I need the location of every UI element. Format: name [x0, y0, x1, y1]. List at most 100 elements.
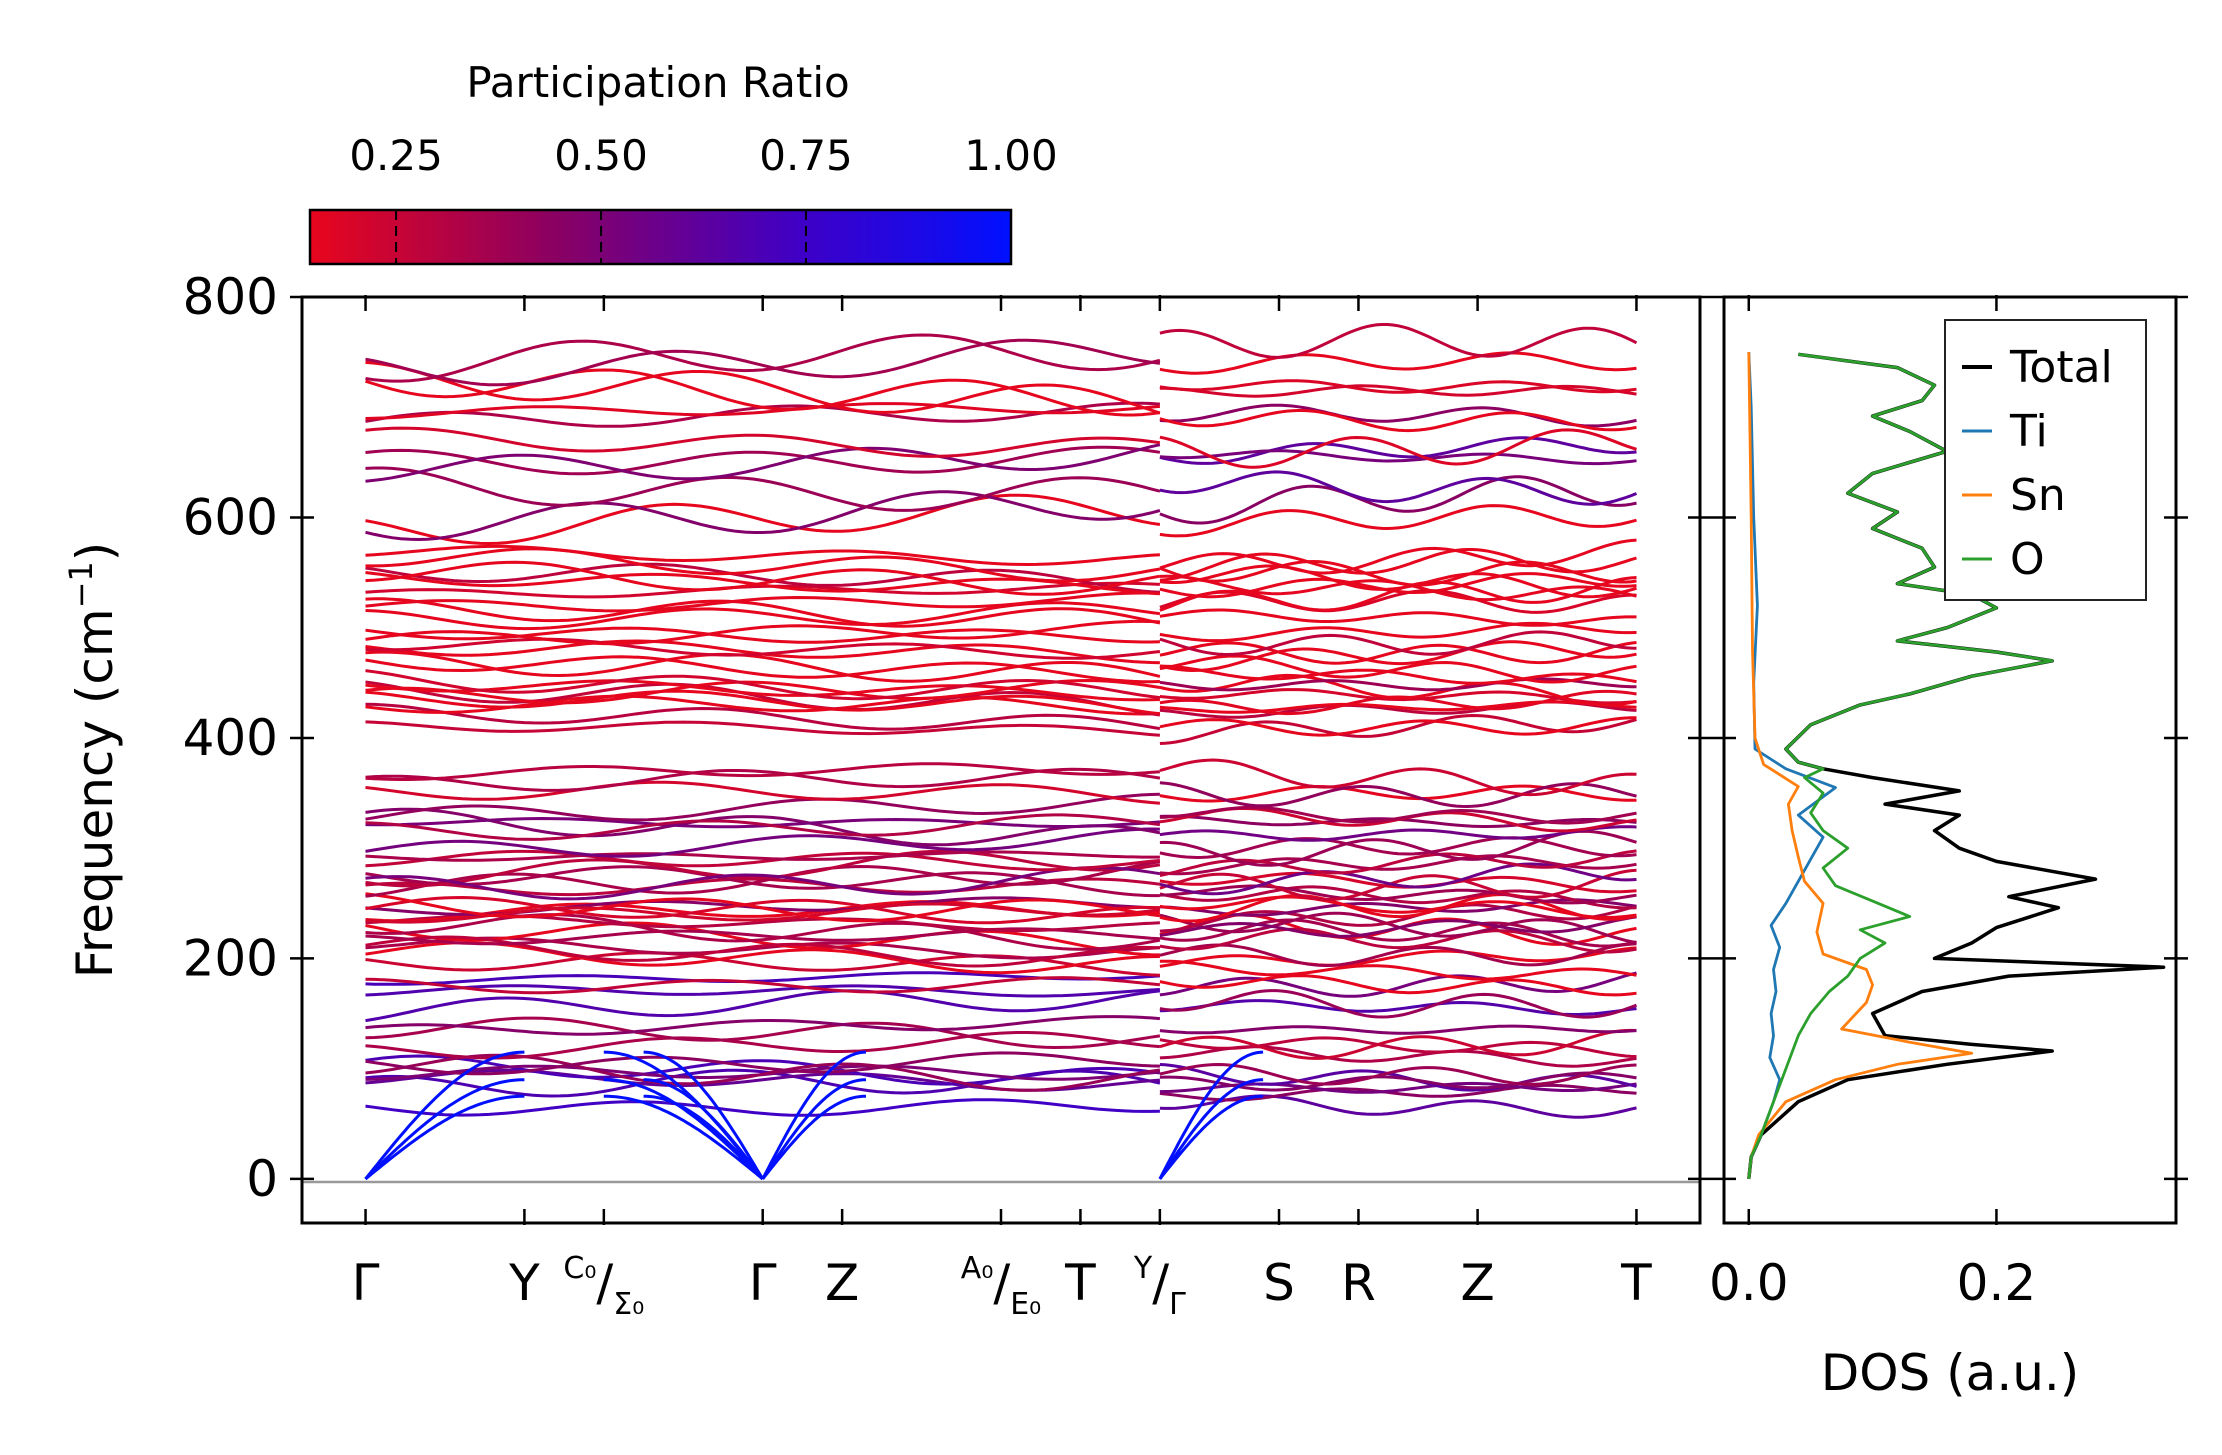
- phonon-band: [365, 689, 1161, 716]
- phonon-band: [1159, 871, 1637, 894]
- phonon-band: [365, 597, 1161, 628]
- phonon-band: [1159, 504, 1637, 538]
- phonon-band: [365, 402, 1161, 420]
- colorbar-gradient: [308, 208, 1013, 266]
- phonon-band: [365, 921, 1160, 957]
- phonon-band: [365, 1015, 1161, 1036]
- colorbar-tick-label: 1.00: [964, 131, 1058, 180]
- phonon-band: [1159, 428, 1637, 469]
- colorbar: Participation Ratio 0.25 0.50 0.75 1.00: [308, 58, 1058, 266]
- phonon-band: [1159, 449, 1637, 466]
- legend-label: Sn: [2010, 470, 2066, 521]
- y-tick-label: 0: [246, 1150, 278, 1208]
- phonon-band: [1159, 564, 1637, 599]
- high-symmetry-label: Γ: [749, 1254, 777, 1312]
- y-tick-label: 200: [183, 929, 278, 987]
- dos-line-o: [1747, 352, 2054, 1180]
- phonon-band: [1159, 868, 1637, 902]
- phonon-band: [1159, 974, 1637, 997]
- phonon-band: [365, 679, 1160, 702]
- phonon-band: [1159, 677, 1637, 692]
- phonon-band: [1159, 379, 1637, 394]
- phonon-band: [365, 655, 1160, 684]
- acoustic-branch: [1158, 1078, 1264, 1180]
- band-axes-frame: [300, 295, 1702, 1225]
- phonon-band: [365, 360, 1161, 415]
- phonon-band: [1159, 1094, 1637, 1119]
- phonon-band: [1159, 640, 1637, 673]
- phonon-band: [1159, 409, 1637, 433]
- phonon-band: [365, 702, 1161, 731]
- phonon-band: [1159, 323, 1638, 359]
- high-symmetry-label: A₀/E₀: [961, 1251, 1041, 1322]
- phonon-band: [1159, 641, 1637, 665]
- phonon-band: [365, 560, 1161, 596]
- phonon-band: [1159, 898, 1637, 917]
- colorbar-tick-label: 0.50: [554, 131, 648, 180]
- phonon-band: [365, 338, 1161, 387]
- phonon-band: [1159, 942, 1637, 967]
- acoustic-branch: [761, 1078, 867, 1180]
- phonon-band: [365, 1051, 1160, 1076]
- phonon-band: [1159, 1024, 1637, 1035]
- colorbar-tick-label: 0.25: [349, 131, 443, 180]
- phonon-band: [1159, 885, 1637, 910]
- phonon-band: [1159, 351, 1637, 375]
- phonon-band: [365, 895, 1160, 925]
- phonon-band: [1159, 927, 1637, 954]
- dos-panel: 0.0 0.2 DOS (a.u.) Total Ti Sn O: [1709, 295, 2188, 1402]
- phonon-band: [1159, 673, 1637, 707]
- phonon-band: [365, 1016, 1161, 1050]
- phonon-band: [365, 780, 1161, 805]
- phonon-band: [365, 913, 1161, 951]
- phonon-band: [1159, 538, 1637, 575]
- phonon-band: [365, 767, 1161, 792]
- phonon-band: [365, 626, 1160, 644]
- phonon-band: [1159, 825, 1637, 842]
- y-tick-label: 800: [183, 268, 278, 326]
- phonon-band: [1159, 548, 1637, 582]
- phonon-band: [365, 989, 1161, 1023]
- phonon-band: [365, 927, 1160, 946]
- phonon-band: [365, 680, 1161, 717]
- dos-x-tick-label: 0.2: [1957, 1254, 2037, 1312]
- dos-x-ticks: 0.0 0.2: [1709, 295, 2036, 1312]
- phonon-band: [365, 493, 1161, 546]
- phonon-band: [1159, 700, 1637, 714]
- phonon-band: [365, 850, 1160, 862]
- acoustic-branch: [364, 1078, 525, 1180]
- phonon-band: [1159, 608, 1637, 627]
- phonon-band: [1159, 1083, 1637, 1102]
- phonon-band: [365, 445, 1161, 476]
- acoustic-branch: [761, 1094, 867, 1180]
- phonon-band: [365, 694, 1160, 716]
- phonon-band: [365, 333, 1161, 383]
- phonon-band: [1159, 572, 1637, 599]
- acoustic-branch: [1158, 1050, 1264, 1180]
- phonon-band: [365, 426, 1161, 458]
- phonon-band: [1159, 784, 1637, 803]
- phonon-band: [365, 1054, 1161, 1086]
- colorbar-ticks: 0.25 0.50 0.75 1.00: [349, 131, 1058, 264]
- phonon-band: [365, 935, 1160, 968]
- phonon-band: [365, 807, 1161, 847]
- phonon-band: [1159, 971, 1637, 998]
- high-symmetry-label: T: [1064, 1254, 1096, 1312]
- phonon-bands: [364, 323, 1638, 1181]
- phonon-band: [1159, 915, 1637, 938]
- high-symmetry-label: S: [1263, 1254, 1295, 1312]
- phonon-band: [1159, 805, 1637, 825]
- acoustic-branch: [364, 1094, 525, 1181]
- phonon-band: [365, 547, 1161, 583]
- high-symmetry-label: Y/Γ: [1133, 1251, 1186, 1322]
- phonon-band: [365, 637, 1161, 660]
- phonon-band: [1159, 959, 1637, 981]
- phonon-band: [365, 443, 1161, 483]
- phonon-band: [1159, 470, 1638, 506]
- phonon-band: [1159, 854, 1637, 876]
- acoustic-branch: [643, 1094, 764, 1180]
- phonon-band: [365, 892, 1161, 923]
- acoustic-branch: [761, 1050, 867, 1180]
